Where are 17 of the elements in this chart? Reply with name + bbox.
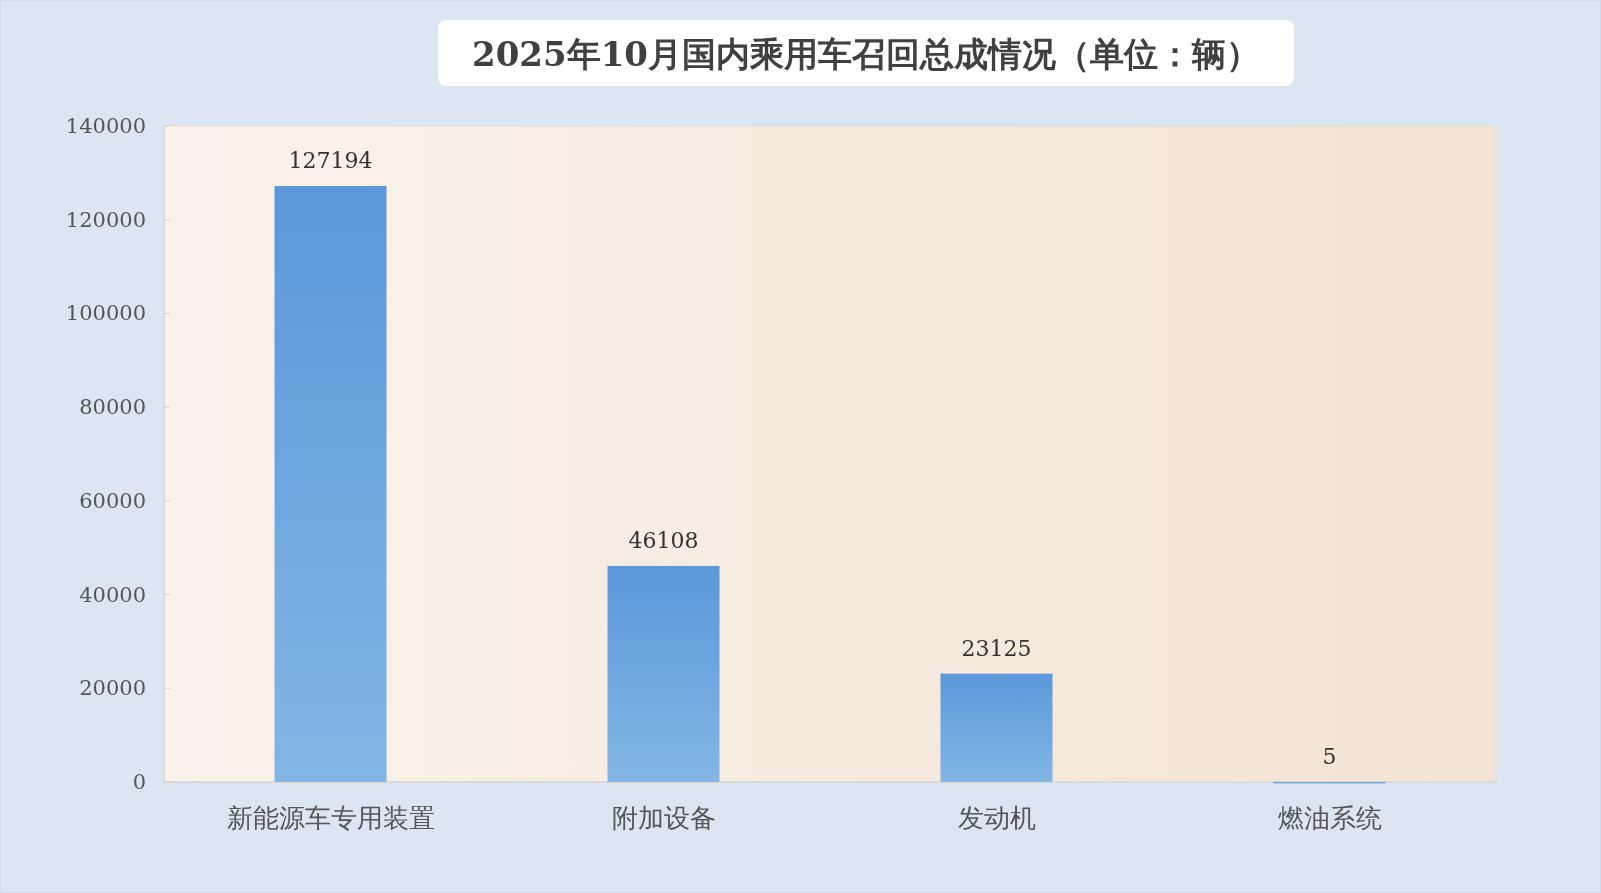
y-tick-label: 20000 xyxy=(79,676,146,701)
y-tick-label: 80000 xyxy=(79,395,146,420)
x-tick-label: 附加设备 xyxy=(611,803,716,833)
data-label: 127194 xyxy=(288,148,373,174)
chart-title: 2025年10月国内乘用车召回总成情况（单位：辆） xyxy=(472,34,1260,74)
data-label: 46108 xyxy=(628,527,699,553)
x-tick-label: 燃油系统 xyxy=(1277,803,1382,833)
y-tick-label: 0 xyxy=(132,770,146,794)
y-tick-label: 100000 xyxy=(65,301,146,326)
y-tick-label: 60000 xyxy=(79,488,146,513)
y-tick-label: 120000 xyxy=(65,207,146,232)
y-tick-label: 140000 xyxy=(65,114,146,138)
x-tick-label: 发动机 xyxy=(957,803,1036,833)
data-label: 5 xyxy=(1322,743,1337,769)
y-tick-label: 40000 xyxy=(79,582,146,607)
data-label: 23125 xyxy=(961,635,1032,661)
x-tick-label: 新能源车专用装置 xyxy=(226,803,435,833)
